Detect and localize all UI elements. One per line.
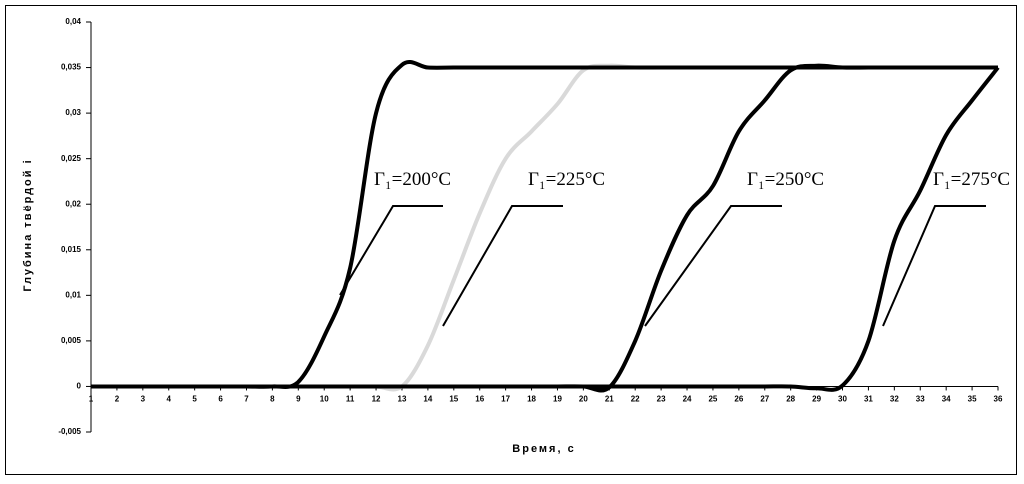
x-tick-label: 8 [270,395,275,404]
series-line [90,59,998,390]
x-tick-label: 22 [631,395,640,404]
x-tick-label: 17 [501,395,510,404]
x-tick-label: 12 [372,395,381,404]
y-tick-label: 0 [77,382,82,391]
x-tick-label: 21 [605,395,614,404]
series-label: Г₁=200°C [374,169,451,190]
y-tick-label: 0,04 [65,17,81,26]
x-tick-label: 13 [398,395,407,404]
x-tick-label: 5 [192,395,197,404]
x-tick-label: 6 [218,395,223,404]
x-tick-label: 30 [838,395,847,404]
frame [5,5,1017,475]
x-tick-label: 16 [475,395,484,404]
x-axis-label: Время, с [512,443,575,455]
y-axis-label: Глубина твёрдой і [22,158,34,291]
leader-line [882,205,986,327]
y-tick-label: 0,02 [65,199,81,208]
y-tick-label: 0,01 [65,290,81,299]
x-tick-label: 10 [320,395,329,404]
x-tick-label: 15 [449,395,458,404]
leader-line [442,205,563,327]
x-tick-label: 4 [167,395,172,404]
series-line [90,63,998,393]
x-tick-label: 33 [916,395,925,404]
x-tick-label: 23 [657,395,666,404]
x-tick-label: 9 [296,395,301,404]
x-tick-label: 32 [890,395,899,404]
x-tick-label: 19 [553,395,562,404]
series-label: Г₁=225°C [528,169,605,190]
x-tick-label: 29 [812,395,821,404]
x-tick-label: 35 [968,395,977,404]
x-tick-label: 31 [864,395,873,404]
x-tick-label: 24 [683,395,692,404]
x-tick-label: 27 [760,395,769,404]
x-tick-label: 2 [115,395,120,404]
x-tick-label: 7 [244,395,249,404]
x-tick-label: 3 [141,395,146,404]
x-tick-label: 28 [786,395,795,404]
y-tick-label: 0,025 [61,154,82,163]
x-tick-label: 36 [994,395,1003,404]
x-tick-label: 25 [708,395,717,404]
leader-line [339,205,443,296]
y-tick-label: 0,005 [61,336,82,345]
x-tick-label: 20 [579,395,588,404]
y-tick-label: 0,03 [65,108,81,117]
series-label: Г₁=250°C [747,169,824,190]
leader-line [644,205,782,327]
x-tick-label: 11 [346,395,355,404]
y-tick-label: 0,015 [61,245,82,254]
x-tick-label: 34 [942,395,951,404]
x-tick-label: 1 [89,395,94,404]
series-line [90,66,1000,392]
series-label: Г₁=275°C [933,169,1010,190]
x-tick-label: 18 [527,395,536,404]
y-tick-label: -0,005 [58,427,81,436]
x-tick-label: 26 [734,395,743,404]
y-tick-label: 0,035 [61,63,82,72]
series-line [90,63,998,392]
x-tick-label: 14 [423,395,432,404]
